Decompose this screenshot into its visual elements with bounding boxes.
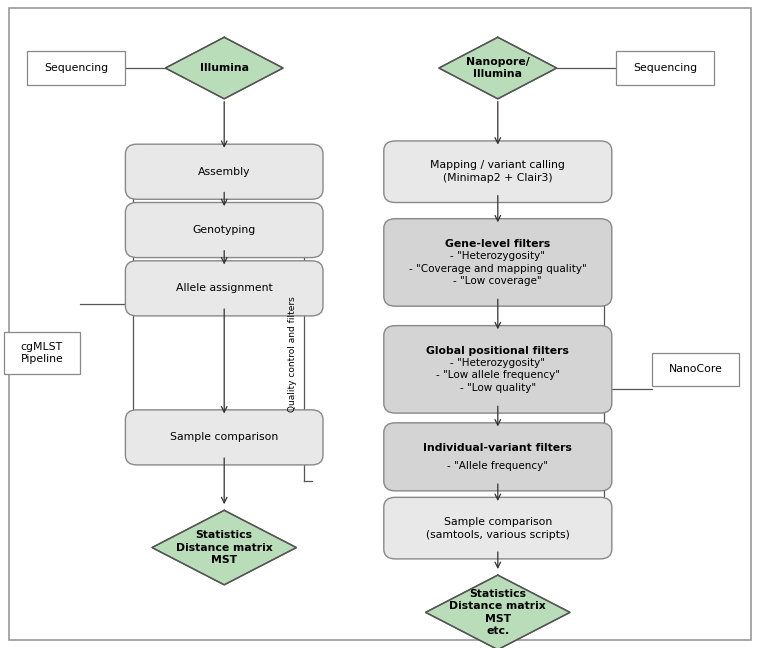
- Text: cgMLST
Pipeline: cgMLST Pipeline: [21, 342, 63, 364]
- Text: Quality control and filters: Quality control and filters: [288, 297, 297, 412]
- FancyBboxPatch shape: [384, 498, 612, 559]
- Polygon shape: [439, 37, 556, 98]
- FancyBboxPatch shape: [4, 332, 80, 375]
- Text: Sequencing: Sequencing: [633, 63, 697, 73]
- FancyBboxPatch shape: [125, 260, 323, 316]
- FancyBboxPatch shape: [384, 141, 612, 202]
- Text: Sequencing: Sequencing: [44, 63, 108, 73]
- Text: Individual-variant filters: Individual-variant filters: [423, 443, 572, 453]
- Polygon shape: [426, 575, 570, 648]
- Text: - "Low quality": - "Low quality": [460, 383, 536, 393]
- Text: Assembly: Assembly: [198, 167, 251, 177]
- Text: Illumina: Illumina: [200, 63, 249, 73]
- FancyBboxPatch shape: [125, 410, 323, 465]
- Text: Statistics
Distance matrix
MST
etc.: Statistics Distance matrix MST etc.: [449, 589, 546, 636]
- Text: Global positional filters: Global positional filters: [426, 346, 569, 356]
- FancyBboxPatch shape: [384, 423, 612, 491]
- FancyBboxPatch shape: [384, 219, 612, 307]
- Text: Gene-level filters: Gene-level filters: [445, 239, 550, 249]
- FancyBboxPatch shape: [125, 202, 323, 257]
- Text: Statistics
Distance matrix
MST: Statistics Distance matrix MST: [176, 530, 273, 565]
- Polygon shape: [152, 511, 296, 584]
- FancyBboxPatch shape: [27, 51, 125, 85]
- Text: - "Heterozygosity": - "Heterozygosity": [450, 251, 545, 261]
- Text: Allele assignment: Allele assignment: [176, 283, 273, 294]
- FancyBboxPatch shape: [384, 326, 612, 413]
- Text: NanoCore: NanoCore: [669, 364, 722, 375]
- FancyBboxPatch shape: [652, 353, 739, 386]
- Text: Mapping / variant calling
(Minimap2 + Clair3): Mapping / variant calling (Minimap2 + Cl…: [430, 160, 565, 183]
- Text: - "Low coverage": - "Low coverage": [454, 276, 542, 286]
- Text: Nanopore/
Illumina: Nanopore/ Illumina: [466, 57, 530, 79]
- Polygon shape: [165, 37, 283, 98]
- FancyBboxPatch shape: [125, 145, 323, 200]
- Text: - "Coverage and mapping quality": - "Coverage and mapping quality": [409, 264, 587, 273]
- FancyBboxPatch shape: [616, 51, 714, 85]
- Text: Genotyping: Genotyping: [192, 225, 256, 235]
- Text: Sample comparison: Sample comparison: [170, 432, 278, 443]
- Text: Sample comparison
(samtools, various scripts): Sample comparison (samtools, various scr…: [426, 516, 570, 540]
- Text: - "Allele frequency": - "Allele frequency": [448, 461, 548, 470]
- Text: - "Heterozygosity": - "Heterozygosity": [450, 358, 545, 368]
- Text: - "Low allele frequency": - "Low allele frequency": [435, 371, 560, 380]
